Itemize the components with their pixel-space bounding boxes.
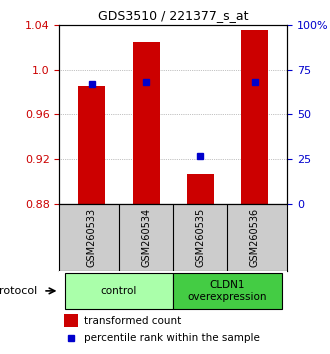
Text: GSM260533: GSM260533 <box>87 208 97 267</box>
Text: CLDN1
overexpression: CLDN1 overexpression <box>188 280 267 302</box>
Text: GSM260535: GSM260535 <box>195 208 205 267</box>
Text: protocol: protocol <box>0 286 38 296</box>
Bar <box>173 273 282 309</box>
Text: transformed count: transformed count <box>84 316 182 326</box>
Text: percentile rank within the sample: percentile rank within the sample <box>84 333 260 343</box>
Bar <box>78 86 106 204</box>
Bar <box>65 273 173 309</box>
Title: GDS3510 / 221377_s_at: GDS3510 / 221377_s_at <box>98 9 248 22</box>
Text: GSM260536: GSM260536 <box>249 208 260 267</box>
Text: GSM260534: GSM260534 <box>141 208 151 267</box>
Bar <box>241 30 268 204</box>
Text: control: control <box>101 286 137 296</box>
Bar <box>187 174 214 204</box>
Bar <box>133 41 160 204</box>
Bar <box>64 314 78 327</box>
